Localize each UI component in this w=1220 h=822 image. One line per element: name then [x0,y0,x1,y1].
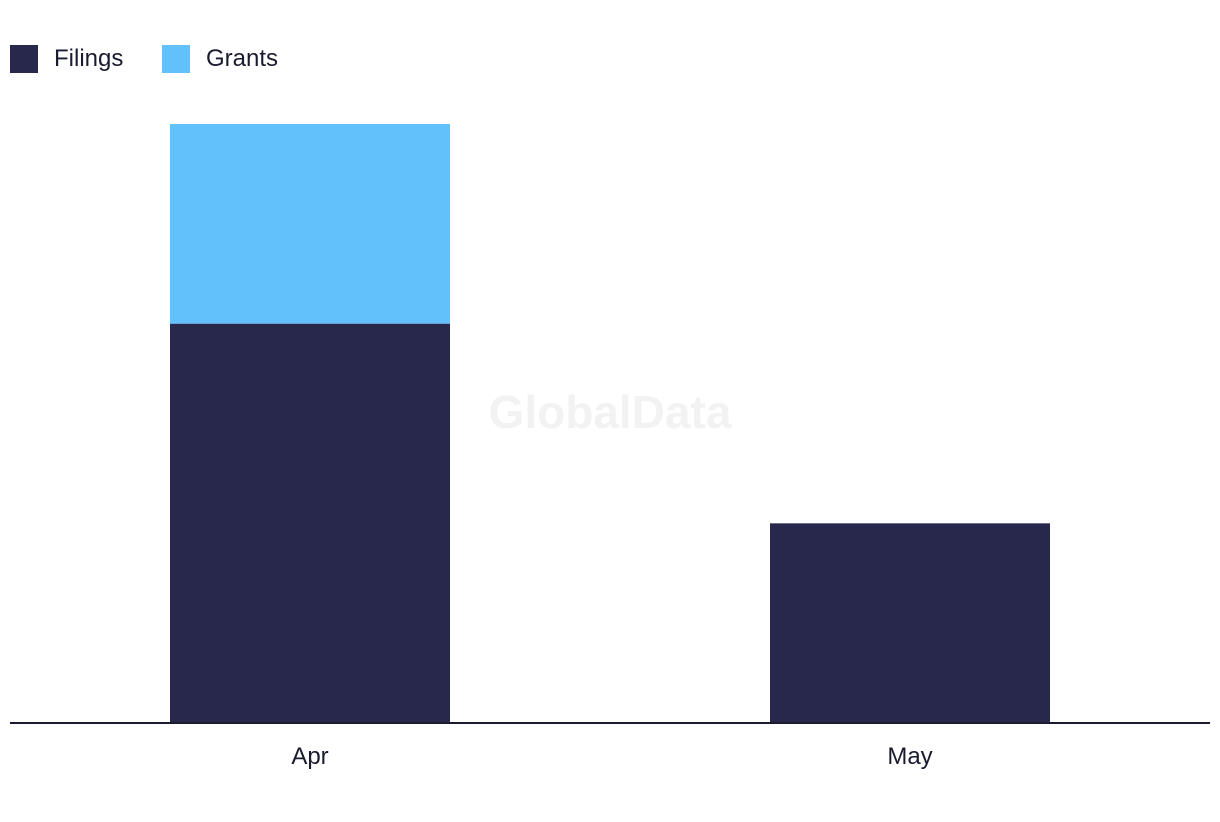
bar-filings-apr [170,323,450,723]
legend-label-filings: Filings [54,45,123,72]
legend-label-grants: Grants [206,45,278,72]
bar-grants-apr [170,124,450,324]
legend-swatch-filings [10,45,38,73]
bars [170,124,1050,723]
legend: Filings Grants [10,45,278,73]
x-tick-label-may: May [887,743,932,770]
x-tick-label-apr: Apr [291,743,328,770]
legend-swatch-grants [162,45,190,73]
watermark: GlobalData [489,386,732,438]
x-axis-ticks: Apr May [291,743,932,770]
bar-filings-may [770,523,1050,723]
